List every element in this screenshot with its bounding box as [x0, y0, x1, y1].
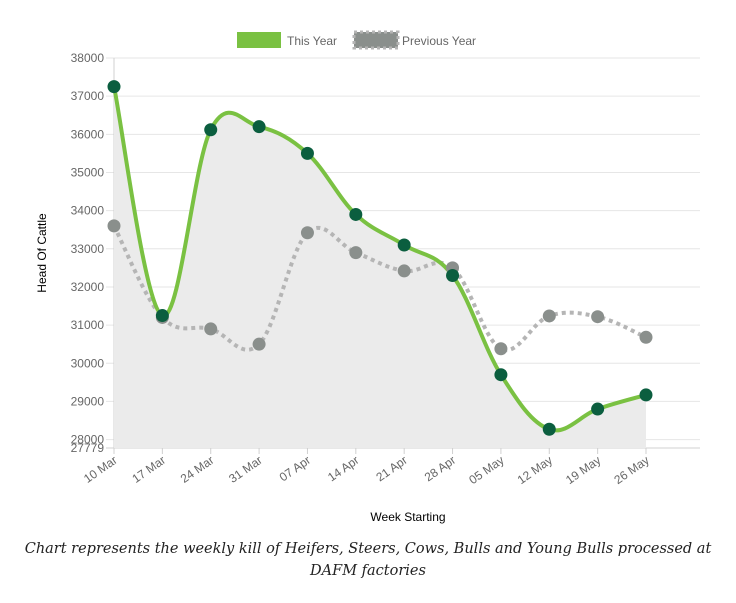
point-previous-year: [107, 219, 121, 233]
legend-swatch-previous-year: [352, 30, 400, 50]
point-previous-year: [252, 337, 266, 351]
legend-item-this-year[interactable]: This Year: [237, 32, 337, 48]
x-axis-title: Week Starting: [370, 510, 445, 524]
point-this-year: [349, 207, 363, 221]
area-this-year: [114, 86, 646, 448]
x-tick-label: 14 Apr: [325, 453, 361, 484]
legend-swatch-this-year: [237, 32, 281, 48]
point-previous-year: [204, 322, 218, 336]
y-tick-label: 31000: [71, 318, 105, 332]
legend-item-previous-year[interactable]: Previous Year: [352, 30, 476, 50]
point-previous-year: [639, 330, 653, 344]
point-this-year: [494, 368, 508, 382]
x-tick-label: 19 May: [563, 453, 603, 487]
x-tick-label: 21 Apr: [373, 453, 409, 484]
point-this-year: [300, 146, 314, 160]
y-tick-label: 36000: [71, 127, 105, 141]
y-tick-label: 35000: [71, 165, 105, 179]
x-axis-ticks: 10 Mar 17 Mar 24 Mar 31 Mar 07 Apr 14 Apr 21 A…: [81, 453, 652, 487]
legend: This Year Previous Year: [237, 30, 476, 50]
x-tick-label: 05 May: [466, 453, 506, 487]
y-tick-label: 33000: [71, 242, 105, 256]
x-tick-label: 07 Apr: [277, 453, 313, 484]
y-axis-title: Head Of Cattle: [35, 213, 49, 293]
point-this-year: [446, 268, 460, 282]
x-tick-label: 17 Mar: [129, 453, 168, 486]
y-tick-label: 37000: [71, 89, 105, 103]
point-previous-year: [397, 264, 411, 278]
point-previous-year: [300, 226, 314, 240]
x-tick-label: 28 Apr: [422, 453, 458, 484]
x-tick-label: 12 May: [515, 453, 555, 487]
point-this-year: [591, 402, 605, 416]
point-previous-year: [494, 342, 508, 356]
x-tick-label: 24 Mar: [178, 453, 217, 486]
y-tick-label: 27779: [71, 441, 105, 455]
x-tick-label: 10 Mar: [81, 453, 120, 486]
area-fill: [114, 86, 646, 448]
x-tick-label: 26 May: [611, 453, 651, 487]
y-tick-label: 30000: [71, 356, 105, 370]
data-points: [107, 80, 653, 436]
point-this-year: [252, 120, 266, 134]
point-this-year: [639, 388, 653, 402]
y-tick-label: 34000: [71, 204, 105, 218]
point-this-year: [204, 123, 218, 137]
legend-label-previous-year: Previous Year: [402, 34, 476, 48]
point-previous-year: [542, 309, 556, 323]
legend-label-this-year: This Year: [287, 34, 337, 48]
y-tick-label: 29000: [71, 394, 105, 408]
y-tick-label: 38000: [71, 51, 105, 65]
point-this-year: [542, 422, 556, 436]
y-tick-label: 32000: [71, 280, 105, 294]
point-previous-year: [349, 246, 363, 260]
point-this-year: [107, 80, 121, 94]
chart-caption: Chart represents the weekly kill of Heif…: [24, 541, 712, 579]
point-this-year: [155, 309, 169, 323]
point-this-year: [397, 238, 411, 252]
point-previous-year: [591, 310, 605, 324]
y-tick-label: 28000: [71, 433, 105, 447]
x-tick-label: 31 Mar: [226, 453, 265, 486]
